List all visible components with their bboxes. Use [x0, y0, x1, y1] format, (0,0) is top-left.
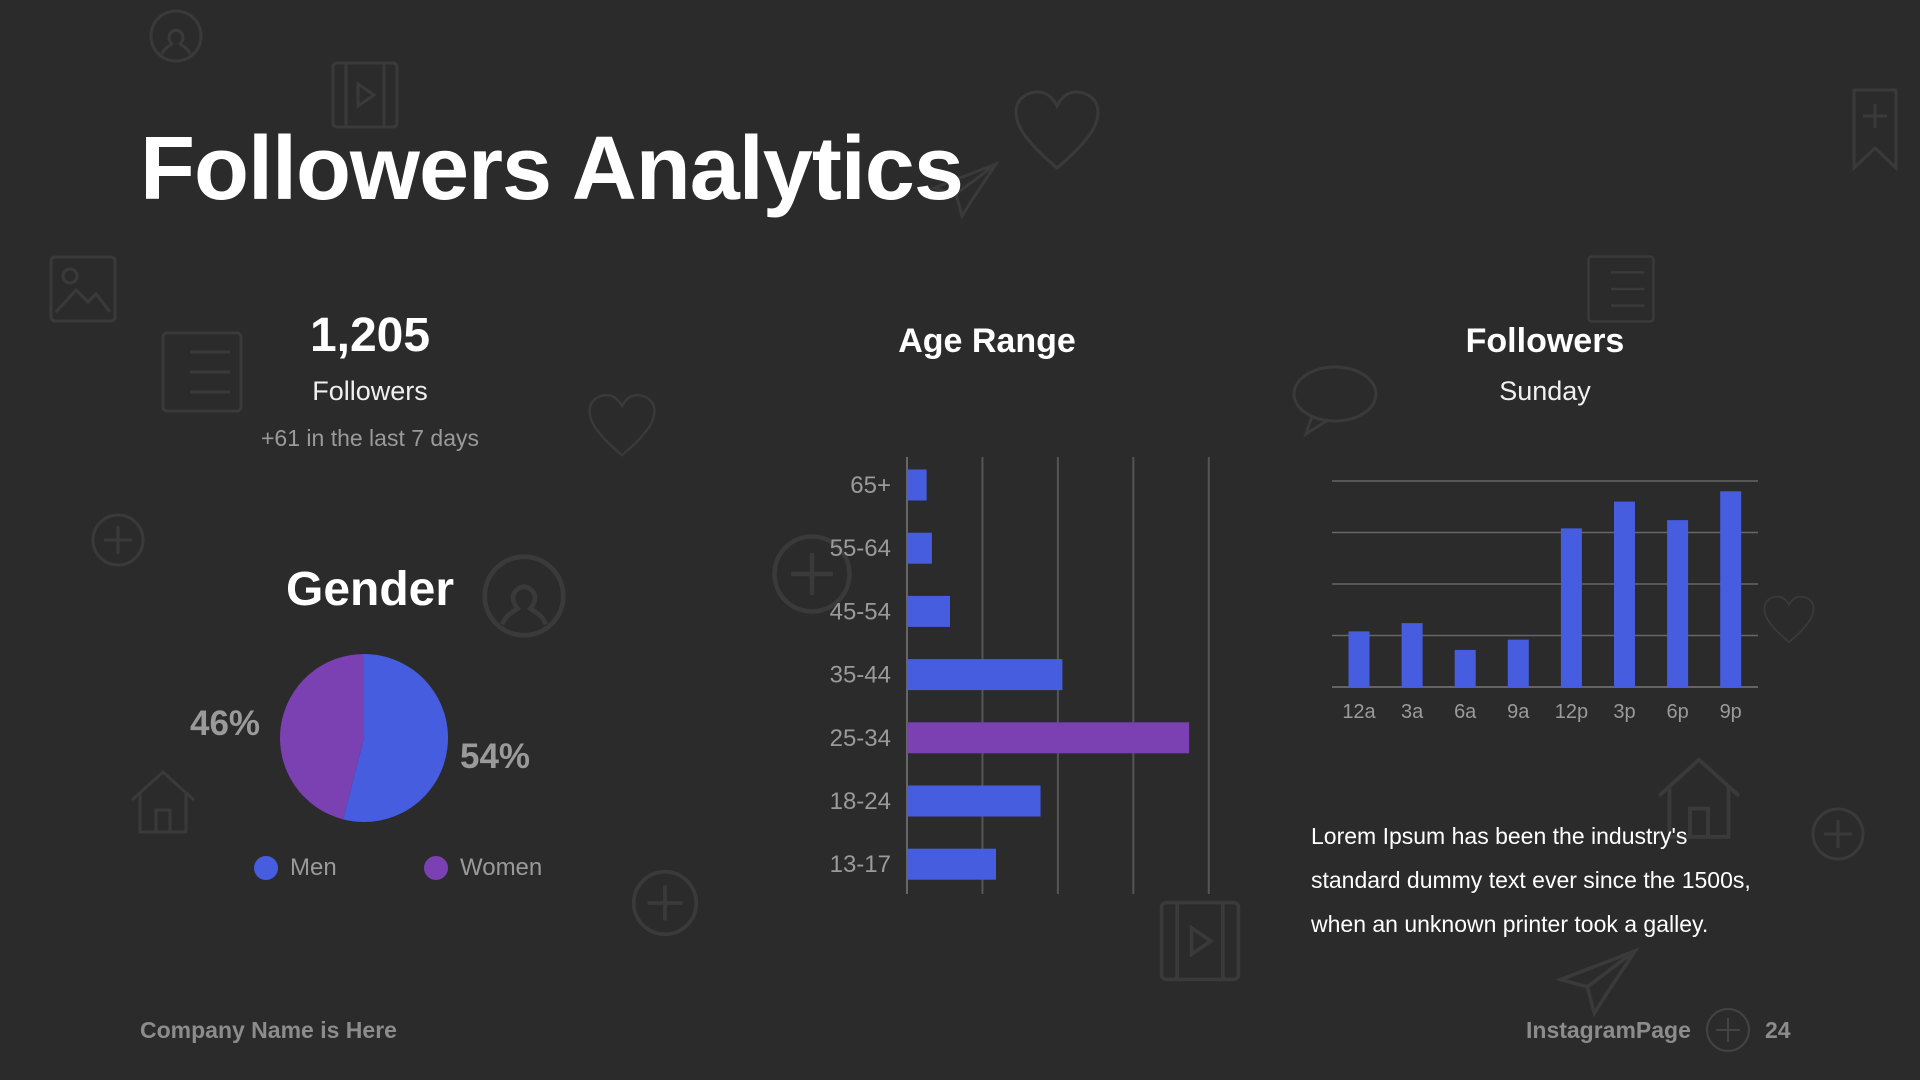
gender-title: Gender: [285, 563, 455, 616]
x-tick-label: 9p: [1720, 701, 1742, 723]
footer-brand: InstagramPage: [1526, 1017, 1691, 1043]
followers-hourly-chart: 12a 3a 6a 9a 12p 3p 6p 9p: [1332, 480, 1758, 723]
gender-pie-chart: [280, 654, 448, 822]
plus-circle-icon: [631, 869, 699, 937]
paper-plane-icon: [1556, 947, 1640, 1018]
women-percent: 46%: [190, 704, 261, 743]
list-icon: [161, 331, 243, 413]
film-icon: [1159, 900, 1241, 982]
description-line: when an unknown printer took a galley.: [1311, 911, 1709, 937]
bar-9a: [1507, 639, 1529, 687]
x-tick-label: 3p: [1613, 701, 1635, 723]
bar-65+: [907, 469, 927, 501]
category-label: 25-34: [830, 725, 891, 752]
bar-45-54: [907, 595, 951, 627]
men-percent: 54%: [460, 737, 531, 776]
followers-chart-title: Followers: [1465, 322, 1625, 360]
bar-18-24: [907, 785, 1041, 817]
description-line: standard dummy text ever since the 1500s…: [1311, 867, 1751, 893]
followers-label: Followers: [312, 376, 428, 406]
chat-bubble-icon: [1292, 365, 1378, 438]
film-icon: [331, 61, 399, 129]
heart-icon: [588, 393, 656, 457]
page-number: 24: [1765, 1017, 1791, 1043]
bar-12a: [1348, 631, 1370, 687]
plus-circle-icon: [91, 513, 145, 567]
house-icon: [130, 769, 196, 834]
legend-label-men: Men: [290, 854, 337, 881]
age-range-chart: 65+ 55-64 45-54 35-44 25-34 18-24 13-17: [830, 457, 1210, 894]
user-circle-icon: [482, 554, 566, 638]
bar-25-34: [907, 722, 1190, 754]
category-label: 35-44: [830, 662, 891, 689]
bar-3p: [1614, 501, 1635, 687]
category-label: 55-64: [830, 535, 891, 562]
category-label: 65+: [850, 472, 891, 499]
legend-dot-men: [254, 856, 278, 880]
bar-3a: [1401, 623, 1423, 687]
bar-12p: [1560, 528, 1582, 687]
x-tick-label: 6a: [1454, 701, 1477, 723]
description-line: Lorem Ipsum has been the industry's: [1311, 823, 1688, 849]
plus-circle-icon: [1706, 1008, 1750, 1052]
heart-icon: [1763, 595, 1815, 644]
x-tick-label: 6p: [1666, 701, 1688, 723]
category-label: 18-24: [830, 788, 891, 815]
bookmark-icon: [1852, 88, 1898, 172]
list-icon: [1587, 255, 1655, 323]
followers-chart-subtitle: Sunday: [1499, 376, 1591, 406]
bar-55-64: [907, 532, 932, 564]
bar-13-17: [907, 848, 997, 880]
paper-plane-icon: [930, 160, 1000, 220]
page-title: Followers Analytics: [140, 119, 964, 219]
age-range-title: Age Range: [898, 322, 1076, 360]
category-label: 45-54: [830, 598, 891, 625]
user-circle-icon: [149, 9, 203, 63]
legend-dot-women: [424, 856, 448, 880]
heart-icon: [1014, 90, 1100, 170]
x-tick-label: 12a: [1342, 701, 1376, 723]
legend-women: Women: [424, 854, 542, 882]
pie-slice-men: [343, 654, 448, 822]
bar-6p: [1667, 520, 1689, 687]
description-text: Lorem Ipsum has been the industry's stan…: [1311, 814, 1781, 946]
bar-9p: [1720, 491, 1742, 687]
bar-35-44: [907, 659, 1063, 691]
house-icon: [1657, 757, 1741, 839]
footer-company-name: Company Name is Here: [140, 1017, 397, 1043]
followers-change: +61 in the last 7 days: [260, 425, 480, 451]
x-tick-label: 3a: [1401, 701, 1424, 723]
x-tick-label: 12p: [1555, 701, 1588, 723]
x-tick-label: 9a: [1507, 701, 1530, 723]
image-icon: [49, 255, 117, 323]
legend-label-women: Women: [460, 854, 543, 881]
category-label: 13-17: [830, 851, 891, 878]
followers-count: 1,205: [309, 309, 431, 362]
legend-men: Men: [254, 854, 337, 882]
plus-circle-icon: [772, 534, 852, 614]
pie-slice-women: [280, 654, 364, 820]
plus-circle-icon: [1811, 807, 1865, 861]
bar-6a: [1454, 649, 1476, 687]
